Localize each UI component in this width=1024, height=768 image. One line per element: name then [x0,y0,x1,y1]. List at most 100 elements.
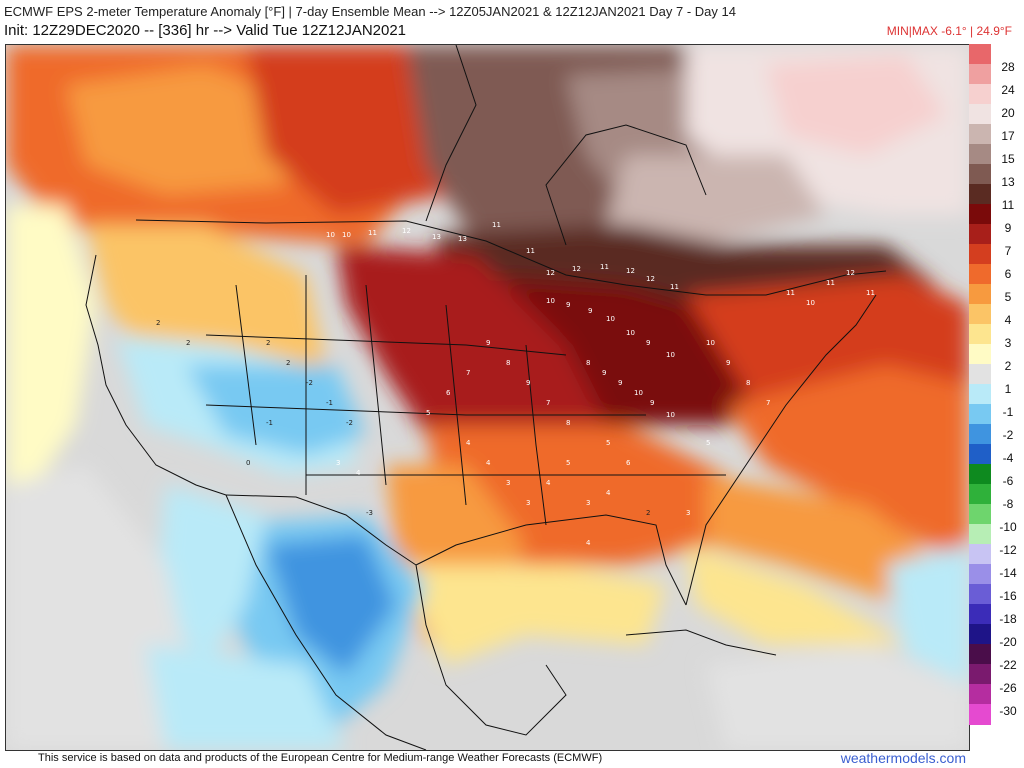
legend-label: -26 [999,681,1017,695]
anomaly-value: 9 [526,379,530,387]
legend-swatch [969,484,991,505]
state-border [525,344,547,526]
legend-label: -18 [999,612,1017,626]
legend-swatch [969,104,991,125]
anomaly-value: 4 [606,489,611,497]
legend-label: 1 [1004,382,1012,396]
anomaly-value: 11 [492,221,501,229]
anomaly-region [66,65,306,195]
anomaly-value: 5 [426,409,430,417]
legend-swatch [969,164,991,185]
legend-label: -4 [1002,451,1014,465]
anomaly-value: 12 [846,269,855,277]
anomaly-value: 3 [336,459,340,467]
anomaly-value: 7 [466,369,470,377]
coastline-borders [85,45,887,750]
legend-swatch [969,44,991,65]
legend-swatch [969,184,991,205]
anomaly-value: -1 [326,399,333,407]
legend-swatch [969,664,991,685]
anomaly-value: 7 [766,399,770,407]
anomaly-value: 12 [626,267,635,275]
state-border [365,284,387,486]
legend-label: -2 [1002,428,1014,442]
anomaly-value: 6 [446,389,451,397]
us-west-coast [85,254,227,496]
legend-label: 13 [1001,175,1015,189]
legend-label: 3 [1004,336,1012,350]
anomaly-region [606,155,826,245]
legend-label: 9 [1004,221,1012,235]
anomaly-value: 10 [666,351,675,359]
anomaly-value: 12 [646,275,655,283]
state-border [205,334,567,356]
legend-swatch [969,584,991,605]
legend-swatch [969,344,991,365]
anomaly-value: 9 [566,301,570,309]
brand-link[interactable]: weathermodels.com [840,750,966,766]
anomaly-value: 10 [606,315,615,323]
anomaly-value: 2 [156,319,160,327]
legend-swatch [969,264,991,285]
state-border [235,284,257,446]
anomaly-value: -2 [346,419,353,427]
anomaly-value: 6 [626,459,631,467]
anomaly-region [266,535,396,675]
us-mexico-border [225,494,417,566]
anomaly-value: 4 [586,539,591,547]
anomaly-value: 9 [618,379,622,387]
legend-label: -22 [999,658,1017,672]
state-border [205,404,646,416]
anomaly-value: 9 [588,307,592,315]
anomaly-value: 0 [246,459,250,467]
state-border [445,304,467,506]
legend-label: -1 [1002,405,1014,419]
legend-swatch [969,444,991,465]
legend-label: -30 [999,704,1017,718]
legend-swatch [969,224,991,245]
anomaly-map: 10 10 11 12 13 13 11 11 12 12 11 12 12 11 10 9 9 10 10 9 10 8… [5,44,970,751]
anomaly-value: -3 [366,509,373,517]
anomaly-value: 11 [526,247,535,255]
anomaly-value: 9 [646,339,650,347]
anomaly-value: 13 [458,235,467,243]
anomaly-value: 10 [706,339,715,347]
legend-label: 5 [1004,290,1012,304]
legend-label: 6 [1004,267,1012,281]
anomaly-value: 5 [606,439,610,447]
us-canada-border [135,219,887,296]
legend-swatch [969,384,991,405]
anomaly-value: 2 [646,509,650,517]
anomaly-value: 3 [686,509,690,517]
legend-swatch [969,564,991,585]
legend-label: -20 [999,635,1017,649]
legend-swatch [969,124,991,145]
anomaly-value: 5 [706,439,710,447]
anomaly-value: 11 [368,229,377,237]
legend-swatch [969,704,991,725]
anomaly-value: 7 [546,399,550,407]
gulf-coast [415,514,687,606]
anomaly-value: 12 [546,269,555,277]
anomaly-value: 10 [666,411,675,419]
init-valid-line: Init: 12Z29DEC2020 -- [336] hr --> Valid… [4,22,407,39]
legend-swatch [969,204,991,225]
legend-label: 11 [1001,198,1015,212]
legend-swatch [969,644,991,665]
legend-label: 24 [1001,83,1015,97]
map-canvas: 10 10 11 12 13 13 11 11 12 12 11 12 12 11 10 9 9 10 10 9 10 8… [6,45,969,750]
legend-swatch [969,304,991,325]
legend-label: 4 [1004,313,1012,327]
legend-swatch [969,424,991,445]
anomaly-region [726,365,969,565]
hudson-bay-east [545,124,707,246]
anomaly-region [766,55,946,155]
legend-swatch [969,604,991,625]
anomaly-region [886,545,969,685]
legend-label: -6 [1002,474,1014,488]
anomaly-region [396,565,666,665]
anomaly-value: 4 [466,439,471,447]
anomaly-value: 5 [566,459,570,467]
anomaly-value: 4 [356,469,361,477]
anomaly-value: 3 [506,479,510,487]
